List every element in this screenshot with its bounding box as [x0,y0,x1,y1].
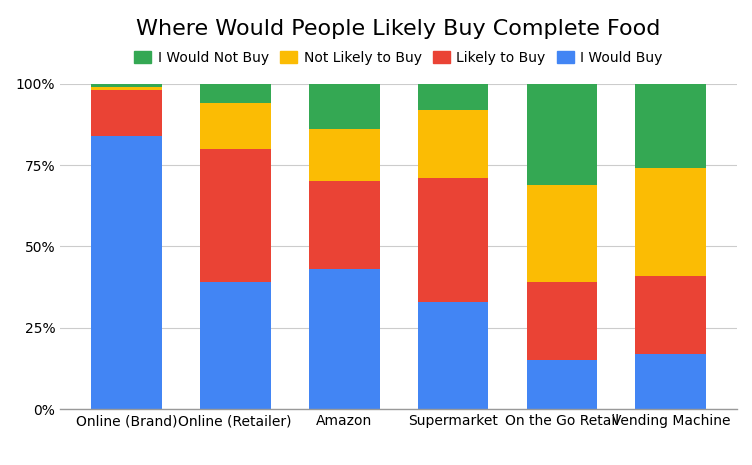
Legend: I Would Not Buy, Not Likely to Buy, Likely to Buy, I Would Buy: I Would Not Buy, Not Likely to Buy, Like… [129,45,669,70]
Bar [417,178,488,302]
Bar [526,185,597,282]
Bar [200,103,271,149]
Bar [526,360,597,409]
Bar [526,84,597,185]
Bar [200,149,271,282]
Bar [526,282,597,360]
Bar [417,84,488,110]
Bar [635,168,706,276]
Bar [309,129,380,181]
Bar [309,269,380,409]
Bar [91,87,162,90]
Bar [309,181,380,269]
Bar [635,84,706,168]
Bar [635,354,706,409]
Bar [91,90,162,136]
Bar [417,110,488,178]
Title: Where Would People Likely Buy Complete Food: Where Would People Likely Buy Complete F… [136,19,661,39]
Bar [91,84,162,87]
Bar [200,282,271,409]
Bar [417,302,488,409]
Bar [200,84,271,103]
Bar [309,84,380,129]
Bar [635,276,706,354]
Bar [91,136,162,409]
